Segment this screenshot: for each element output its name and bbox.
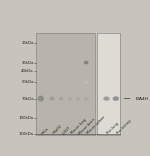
Text: 25kDa: 25kDa [21,41,34,45]
Ellipse shape [68,97,72,100]
Ellipse shape [113,96,119,101]
Ellipse shape [76,97,80,100]
Bar [36,33,95,135]
Bar [97,33,120,135]
Text: 100kDa: 100kDa [19,116,34,120]
Text: Mouse brain: Mouse brain [78,117,96,135]
Ellipse shape [49,96,54,101]
Text: Rat lung: Rat lung [106,122,120,135]
Text: U-937: U-937 [61,125,71,135]
Ellipse shape [84,97,88,100]
Text: Mouse spleen: Mouse spleen [86,115,106,135]
Text: Mouse lung: Mouse lung [70,118,87,135]
Text: 70kDa: 70kDa [21,97,34,101]
Text: 40kDa: 40kDa [21,69,34,73]
Text: HeLa: HeLa [41,126,50,135]
Ellipse shape [59,97,63,100]
Text: 50kDa: 50kDa [21,80,34,84]
Ellipse shape [38,96,44,102]
Text: 150kDa: 150kDa [19,132,34,136]
Ellipse shape [103,96,110,101]
Ellipse shape [84,81,88,84]
Text: Rat kidney: Rat kidney [116,119,132,135]
Text: 35kDa: 35kDa [21,61,34,65]
Text: HepG2: HepG2 [52,124,63,135]
Bar [36,33,95,135]
Bar [97,33,120,135]
Text: LTA4H: LTA4H [124,97,149,101]
Ellipse shape [84,61,88,64]
